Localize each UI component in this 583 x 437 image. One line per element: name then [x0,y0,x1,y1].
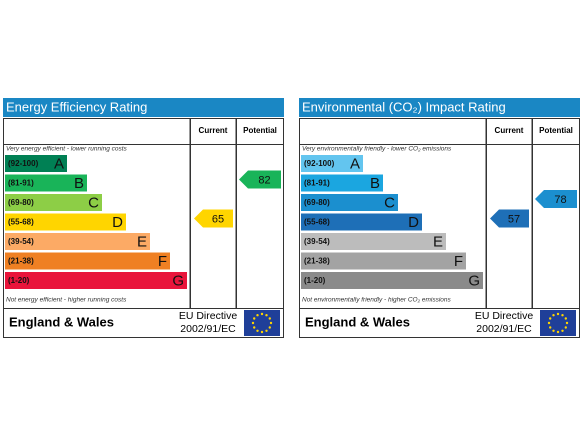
panel-title: Energy Efficiency Rating [6,99,147,114]
rating-band [301,252,466,270]
eu-star [265,329,268,332]
rating-arrow [490,209,529,228]
band-range: (1-20) [8,276,30,285]
band-letter: E [433,233,443,250]
band-letter: B [74,175,84,192]
column-header: Current [495,126,524,135]
eu-star [268,317,271,320]
rating-band [301,213,422,231]
band-letter: D [408,214,419,231]
band-range: (55-68) [304,218,330,227]
rating-band [5,252,170,270]
rating-value: 78 [554,194,566,206]
frame [3,118,284,338]
directive-label: EU Directive [475,310,534,322]
band-letter: G [172,272,184,289]
eu-star [556,330,560,334]
rating-band [301,155,363,172]
rating-band [301,174,383,192]
eu-star [556,312,560,316]
column-header: Potential [539,126,573,135]
eu-star [256,329,259,332]
eu-star [253,317,256,320]
eu-star [552,329,555,332]
rating-band [5,272,187,289]
eu-star [268,326,271,329]
band-range: (81-91) [304,179,330,188]
band-letter: B [370,175,380,192]
eu-star [549,317,552,320]
band-letter: E [137,233,147,250]
rating-value: 82 [258,174,270,186]
eu-star [269,321,273,325]
band-range: (39-54) [304,237,330,246]
directive-label: EU Directive [179,310,238,322]
rating-band [5,174,87,192]
bottom-note: Not energy efficient - higher running co… [6,297,127,304]
rating-band [5,155,67,172]
eu-star [561,314,564,317]
top-note: Very environmentally friendly - lower CO… [302,146,452,153]
rating-arrow [239,170,281,189]
band-range: (69-80) [8,198,34,207]
band-letter: G [468,272,480,289]
band-range: (55-68) [8,218,34,227]
column-header: Potential [243,126,277,135]
frame [299,118,580,338]
top-note: Very energy efficient - lower running co… [6,146,128,153]
band-range: (92-100) [8,159,39,168]
eu-star [251,321,255,325]
eu-star [552,314,555,317]
band-range: (81-91) [8,179,34,188]
rating-band [5,213,126,231]
eu-star [549,326,552,329]
eu-star [564,317,567,320]
title-bar [3,98,284,117]
eu-star [265,314,268,317]
band-letter: A [350,155,360,172]
column-header: Current [199,126,228,135]
rating-band [301,194,398,211]
eu-star [256,314,259,317]
band-range: (39-54) [8,237,34,246]
band-letter: F [454,253,463,270]
rating-band [5,194,102,211]
eu-star [564,326,567,329]
band-letter: A [54,155,64,172]
band-range: (1-20) [304,276,326,285]
eu-star [547,321,551,325]
rating-arrow [535,190,577,208]
title-bar [299,98,580,117]
region-label: England & Wales [305,314,410,329]
rating-band [301,272,483,289]
rating-panel: Environmental (CO₂) Impact Rating Current… [299,98,580,338]
band-range: (92-100) [304,159,335,168]
band-letter: C [88,194,99,211]
band-range: (21-38) [8,257,34,266]
rating-band [301,233,446,250]
rating-value: 65 [212,213,224,225]
eu-star [260,312,264,316]
band-range: (69-80) [304,198,330,207]
directive-code: 2002/91/EC [180,323,236,335]
eu-star [565,321,569,325]
band-letter: C [384,194,395,211]
bottom-note: Not environmentally friendly - higher CO… [302,297,452,304]
region-label: England & Wales [9,314,114,329]
rating-arrow [194,209,233,228]
band-letter: D [112,214,123,231]
rating-value: 57 [508,213,520,225]
rating-panel: Energy Efficiency Rating Current Potential… [3,98,284,338]
eu-star [253,326,256,329]
rating-band [5,233,150,250]
panel-title: Environmental (CO₂) Impact Rating [302,99,506,114]
band-letter: F [158,253,167,270]
eu-star [260,330,264,334]
eu-star [561,329,564,332]
directive-code: 2002/91/EC [476,323,532,335]
band-range: (21-38) [304,257,330,266]
